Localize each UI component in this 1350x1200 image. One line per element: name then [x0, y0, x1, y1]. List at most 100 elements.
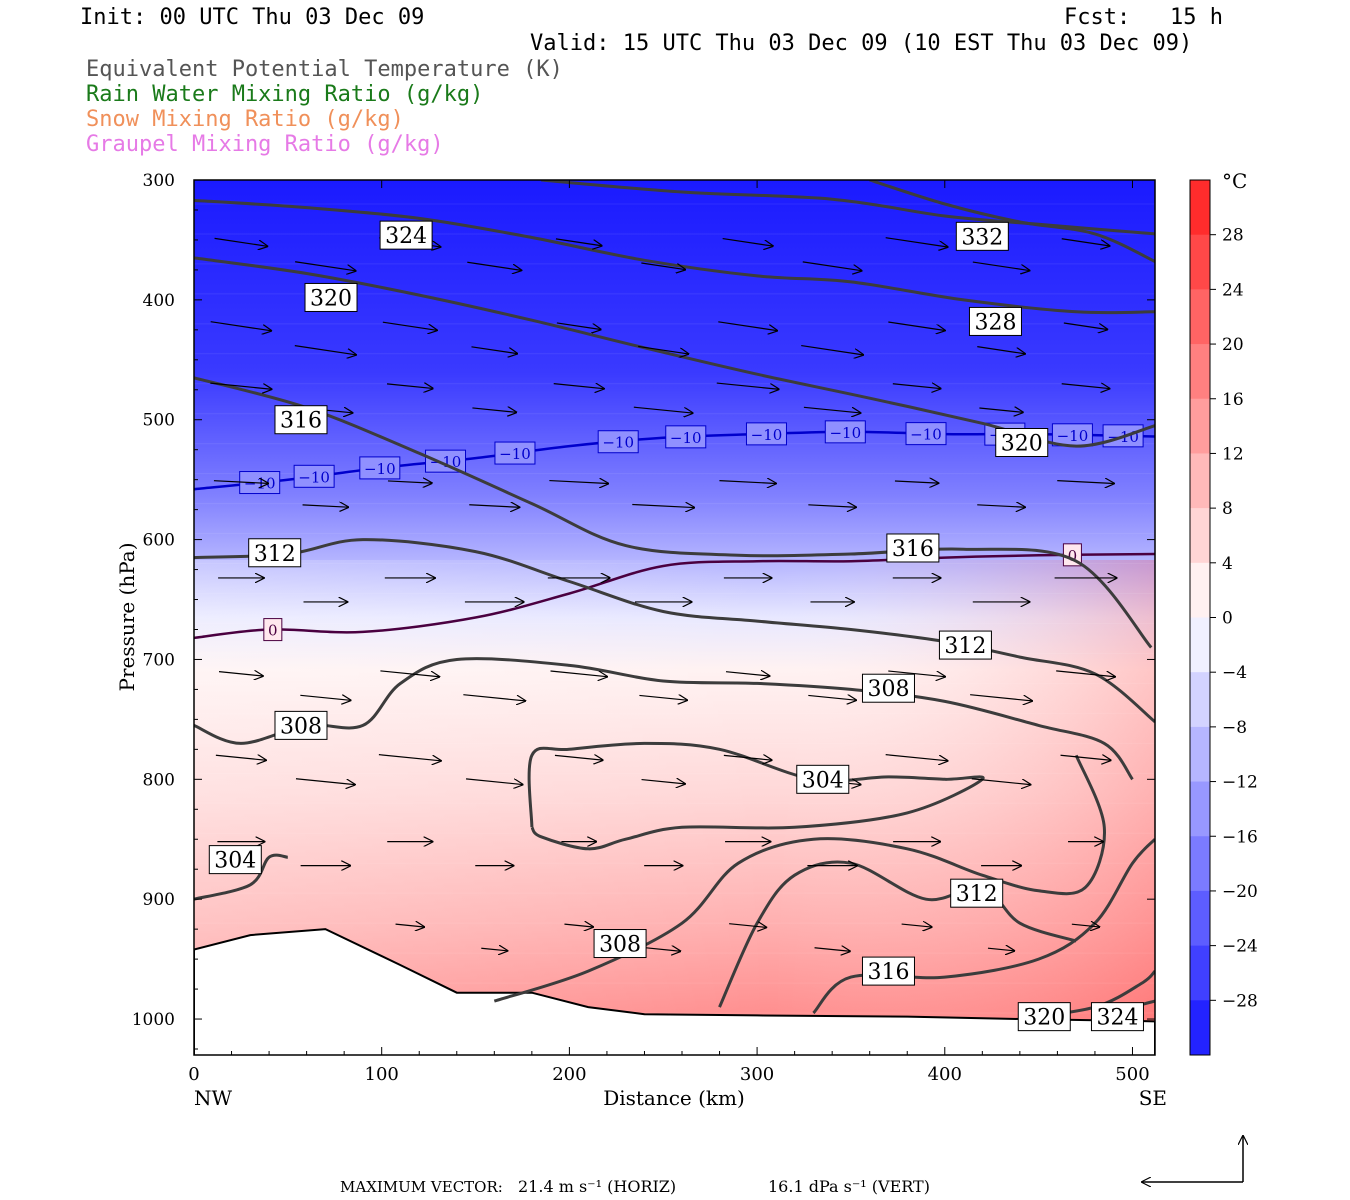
wind-vector: [632, 504, 694, 507]
theta-e-contour: [194, 538, 1155, 723]
field-label-snow: Snow Mixing Ratio (g/kg): [86, 107, 404, 132]
field-label-theta-e: Equivalent Potential Temperature (K): [86, 57, 563, 82]
theta-e-label-box: [208, 845, 262, 875]
isotherm-line: [194, 552, 1155, 640]
y-tick-label: 600: [143, 531, 175, 551]
theta-e-label: 312: [254, 542, 296, 567]
wind-vector: [979, 408, 1022, 412]
wind-vector: [382, 321, 437, 330]
wind-vector: [639, 695, 687, 700]
wind-vector: [472, 408, 516, 412]
theta-e-label: 320: [1023, 1006, 1065, 1031]
wind-vector: [469, 505, 519, 508]
theta-e-label: 320: [1001, 432, 1043, 457]
isotherm-label-box: [425, 449, 467, 473]
theta-e-label: 308: [867, 677, 909, 702]
wind-vector: [378, 754, 441, 761]
colorbar-tick-label: −20: [1222, 882, 1258, 902]
isotherm-label: 0: [268, 622, 278, 640]
wind-vector: [802, 261, 862, 271]
wind-vector: [718, 321, 777, 331]
theta-e-label-box: [304, 282, 358, 312]
theta-e-label: 316: [892, 537, 934, 562]
colorbar-tick-label: 0: [1222, 609, 1233, 629]
wind-vector: [380, 670, 439, 677]
colorbar-unit: °C: [1222, 169, 1247, 193]
isotherm-label-box: [494, 441, 536, 465]
isotherm-label: −10: [670, 429, 702, 447]
isotherm-label-box: [293, 464, 335, 488]
isotherm-label-box: [905, 422, 947, 446]
max-vector-label: MAXIMUM VECTOR:: [340, 1178, 503, 1196]
max-vector-vert: 16.1 dPa s⁻¹ (VERT): [768, 1177, 930, 1196]
theta-e-label: 316: [867, 960, 909, 985]
theta-e-label: 324: [385, 224, 427, 249]
colorbar-swatch: [1190, 890, 1210, 947]
isotherm-label: −10: [499, 445, 531, 463]
isotherm-label: −10: [364, 460, 396, 478]
max-vector-horiz: 21.4 m s⁻¹ (HORIZ): [518, 1177, 676, 1196]
theta-e-label-box: [968, 306, 1022, 336]
wind-vector: [892, 384, 941, 389]
wind-vector: [977, 505, 1025, 507]
theta-e-label: 316: [280, 409, 322, 434]
x-tick-label: 0: [188, 1064, 199, 1085]
init-time: Init: 00 UTC Thu 03 Dec 09: [80, 5, 425, 30]
wind-vector: [210, 321, 272, 331]
wind-vector: [1063, 322, 1107, 330]
y-tick-label: 400: [143, 291, 175, 311]
theta-e-label-box: [796, 764, 850, 794]
theta-e-label-box: [861, 673, 915, 703]
wind-vector: [1061, 384, 1110, 389]
colorbar-swatch: [1190, 726, 1210, 783]
theta-e-label-box: [861, 956, 915, 986]
isotherm-label: 0: [1068, 547, 1078, 565]
wind-vector: [633, 406, 693, 413]
theta-e-label: 328: [974, 310, 1016, 335]
colorbar-tick-label: 12: [1222, 444, 1244, 464]
wind-vector: [725, 672, 769, 676]
plot-frame: [193, 179, 1156, 1056]
colorbar: 28 24 20 16 12 8 4 0 −4 −8 −12 −16 −20 −24 −28: [1189, 179, 1258, 1056]
wind-vectors: [210, 237, 1116, 952]
wind-vector: [803, 406, 861, 413]
colorbar-tick-label: 8: [1222, 499, 1233, 519]
wind-vector: [210, 382, 271, 389]
wind-vector: [1060, 755, 1111, 760]
forecast-hour: Fcst: 15 h: [1064, 5, 1223, 30]
colorbar-tick-label: −16: [1222, 827, 1258, 847]
theta-e-label-box: [886, 533, 940, 563]
wind-vector: [641, 262, 685, 270]
isotherm-label: −10: [602, 434, 634, 452]
colorbar-swatch: [1190, 672, 1210, 728]
isotherm-label: −10: [829, 424, 861, 442]
field-label-graupel: Graupel Mixing Ratio (g/kg): [86, 132, 444, 157]
wind-vector: [885, 237, 948, 247]
wind-vector: [1071, 924, 1099, 927]
reference-vector-icon: [1142, 1136, 1243, 1182]
wind-vector: [885, 754, 948, 761]
isotherm-label: −10: [1057, 427, 1089, 445]
theta-e-labels: 324 332 320 328 316 320 312 316 312 308 308 304 304 3…: [208, 220, 1144, 1032]
colorbar-tick-label: −12: [1222, 773, 1258, 793]
wind-vector: [977, 346, 1025, 354]
theta-e-label: 324: [1096, 1006, 1138, 1031]
x-tick-label: 400: [928, 1064, 962, 1085]
wind-vector: [387, 481, 432, 483]
y-tick-label: 1000: [132, 1010, 175, 1030]
wind-vector: [554, 755, 603, 760]
colorbar-tick-label: 20: [1222, 335, 1244, 355]
wind-vector: [471, 346, 517, 354]
theta-e-label: 312: [956, 882, 998, 907]
theta-e-label-box: [593, 929, 647, 959]
colorbar-swatch: [1190, 289, 1210, 345]
y-tick-label: 700: [143, 650, 175, 670]
theta-e-label: 308: [280, 714, 322, 739]
axes: 0 100 200 300 400 500 300 400 500 600 700 800 900 100…: [132, 171, 1155, 1085]
wind-vector: [901, 924, 932, 927]
theta-e-label-box: [379, 220, 433, 250]
isotherm-label-box: [665, 425, 707, 449]
wind-vector: [214, 237, 268, 246]
wind-vector: [550, 670, 608, 677]
y-tick-label: 800: [143, 770, 175, 790]
